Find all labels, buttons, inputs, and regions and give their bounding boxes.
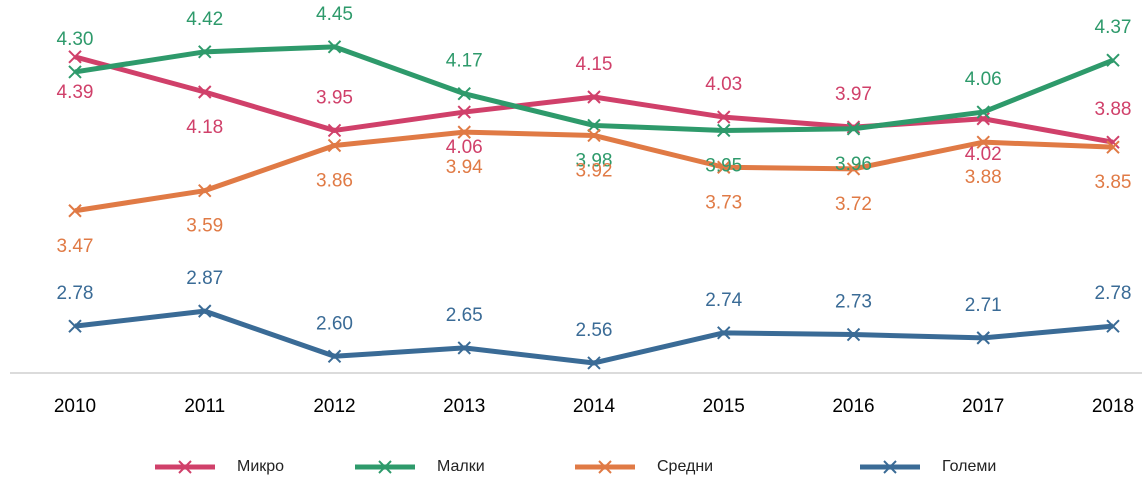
- data-label: 3.47: [57, 236, 94, 257]
- data-label: 2.60: [316, 313, 353, 334]
- x-tick-label: 2010: [54, 396, 96, 417]
- data-point-marker: [68, 65, 82, 79]
- data-label: 4.42: [186, 9, 223, 30]
- data-label: 2.74: [705, 290, 742, 311]
- data-point-marker: [717, 123, 731, 138]
- data-label: 3.88: [965, 167, 1002, 188]
- data-point-marker: [717, 110, 731, 124]
- data-label: 4.06: [965, 69, 1002, 90]
- legend-label: Микро: [237, 458, 284, 475]
- data-point-marker: [1106, 140, 1120, 154]
- data-point-marker: [717, 160, 731, 174]
- data-label: 4.17: [446, 51, 483, 72]
- data-label: 2.56: [576, 320, 613, 341]
- legend-marker: [378, 460, 392, 474]
- data-point-marker: [846, 162, 861, 176]
- x-tick-label: 2018: [1092, 396, 1134, 417]
- data-point-marker: [457, 125, 471, 139]
- data-label: 3.86: [316, 171, 353, 192]
- data-label: 2.65: [446, 305, 483, 326]
- data-label: 3.94: [446, 157, 483, 178]
- data-label: 2.78: [1095, 283, 1132, 304]
- data-point-marker: [327, 123, 342, 138]
- x-tick-label: 2015: [703, 396, 745, 417]
- data-label: 3.85: [1095, 172, 1132, 193]
- data-point-marker: [1106, 319, 1120, 333]
- data-point-marker: [976, 105, 990, 119]
- x-tick-label: 2014: [573, 396, 616, 417]
- data-label: 4.18: [186, 117, 223, 138]
- data-point-marker: [976, 331, 990, 345]
- data-point-marker: [198, 85, 212, 99]
- data-label: 4.30: [57, 29, 94, 50]
- legend-label: Малки: [437, 458, 485, 475]
- data-point-marker: [717, 326, 731, 340]
- data-point-marker: [327, 40, 342, 54]
- x-tick-label: 2013: [443, 396, 485, 417]
- data-label: 4.45: [316, 4, 353, 25]
- data-point-marker: [198, 183, 212, 198]
- legend-label: Средни: [657, 458, 713, 475]
- data-label: 3.95: [705, 155, 742, 176]
- legend-marker: [598, 460, 612, 474]
- data-label: 3.88: [1095, 99, 1132, 120]
- data-point-marker: [1106, 53, 1120, 67]
- data-point-marker: [68, 319, 82, 333]
- data-label: 2.87: [186, 268, 223, 289]
- data-label: 4.37: [1095, 17, 1132, 38]
- data-label: 3.97: [835, 84, 872, 105]
- data-point-marker: [198, 304, 212, 318]
- data-label: 3.73: [705, 192, 742, 213]
- data-point-marker: [68, 50, 82, 64]
- data-label: 4.02: [965, 144, 1002, 165]
- data-label: 4.15: [576, 54, 613, 75]
- data-label: 3.96: [835, 154, 872, 175]
- x-tick-label: 2017: [962, 396, 1004, 417]
- data-label: 4.39: [57, 82, 94, 103]
- data-label: 3.72: [835, 194, 872, 215]
- data-label: 4.06: [446, 137, 483, 158]
- data-point-marker: [587, 356, 601, 370]
- data-point-marker: [846, 327, 861, 342]
- legend-marker: [178, 460, 192, 474]
- data-point-marker: [846, 122, 861, 136]
- x-tick-label: 2016: [832, 396, 874, 417]
- data-label: 3.59: [186, 216, 223, 237]
- data-label: 3.98: [576, 150, 613, 171]
- data-point-marker: [587, 90, 601, 104]
- data-label: 2.71: [965, 295, 1002, 316]
- data-point-marker: [457, 105, 471, 119]
- data-point-marker: [587, 118, 601, 133]
- x-tick-label: 2012: [313, 396, 355, 417]
- data-point-marker: [327, 138, 342, 153]
- legend-label: Големи: [942, 458, 996, 475]
- data-label: 4.03: [705, 74, 742, 95]
- data-label: 3.92: [576, 160, 613, 181]
- data-point-marker: [976, 135, 990, 149]
- data-label: 2.73: [835, 292, 872, 313]
- data-point-marker: [457, 341, 471, 355]
- data-point-marker: [198, 45, 212, 59]
- data-point-marker: [68, 204, 82, 218]
- data-point-marker: [327, 349, 342, 363]
- legend-marker: [883, 460, 897, 474]
- data-label: 3.95: [316, 87, 353, 108]
- x-tick-label: 2011: [184, 396, 225, 417]
- data-label: 2.78: [57, 283, 94, 304]
- data-point-marker: [457, 86, 471, 101]
- data-point-marker: [587, 128, 601, 143]
